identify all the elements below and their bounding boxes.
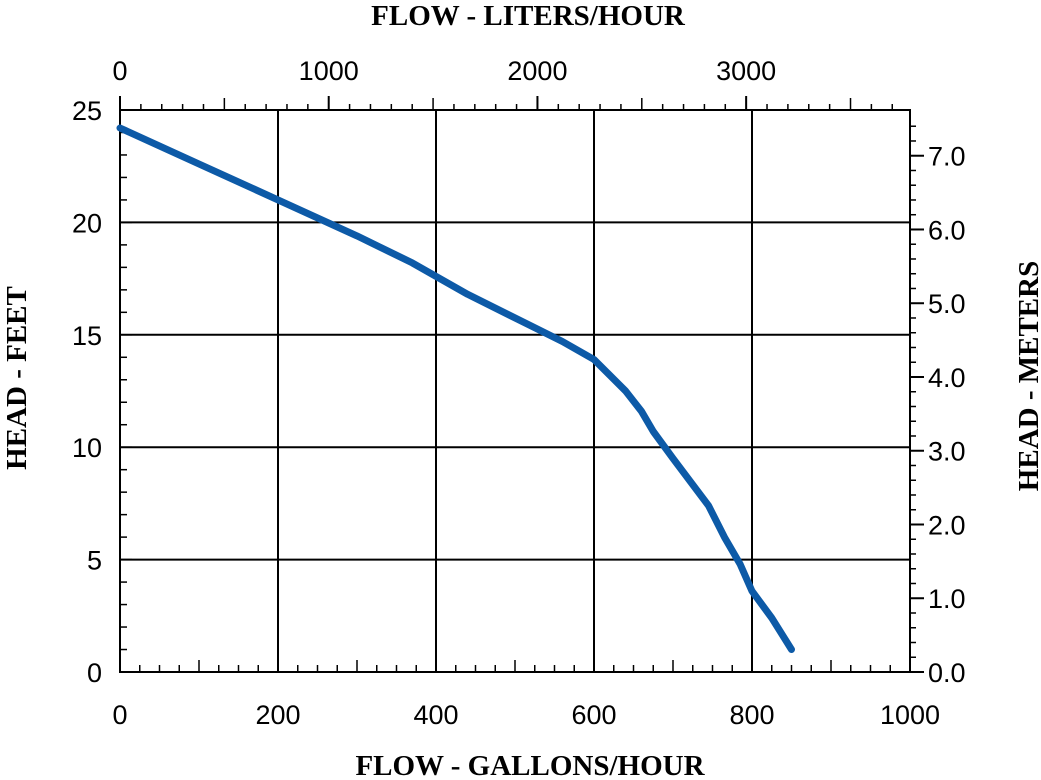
y2-tick-label: 2.0 bbox=[928, 510, 966, 540]
y2-tick-label: 5.0 bbox=[928, 289, 966, 319]
y2-tick-label: 4.0 bbox=[928, 363, 966, 393]
grid-lines bbox=[120, 110, 910, 672]
y2-tick-label: 1.0 bbox=[928, 584, 966, 614]
x2-tick-label: 0 bbox=[112, 56, 127, 86]
series-line bbox=[116, 124, 795, 653]
x-tick-label: 0 bbox=[112, 700, 127, 730]
y-tick-label: 25 bbox=[72, 96, 102, 126]
y2-tick-label: 3.0 bbox=[928, 437, 966, 467]
y2-tick-label: 0.0 bbox=[928, 658, 966, 688]
x-tick-label: 200 bbox=[255, 700, 300, 730]
y-tick-label: 15 bbox=[72, 321, 102, 351]
x-tick-label: 800 bbox=[729, 700, 774, 730]
x2-tick-label: 2000 bbox=[507, 56, 567, 86]
y2-tick-label: 6.0 bbox=[928, 215, 966, 245]
y-tick-label: 10 bbox=[72, 433, 102, 463]
x-tick-label: 1000 bbox=[880, 700, 940, 730]
x2-tick-label: 3000 bbox=[716, 56, 776, 86]
x-axis-title: FLOW - GALLONS/HOUR bbox=[355, 750, 705, 780]
y-tick-label: 5 bbox=[87, 546, 102, 576]
plot-frame bbox=[119, 109, 911, 673]
x2-axis-title: FLOW - LITERS/HOUR bbox=[371, 0, 686, 32]
x-tick-label: 400 bbox=[413, 700, 458, 730]
x-tick-label: 600 bbox=[571, 700, 616, 730]
y2-tick-label: 7.0 bbox=[928, 142, 966, 172]
y-tick-label: 0 bbox=[87, 658, 102, 688]
tick-labels: 0 200 400 600 800 1000 0 5 10 15 20 25 0 1000 2000 3000… bbox=[72, 56, 966, 730]
y-axis-title: HEAD - FEET bbox=[1, 286, 33, 470]
data-line bbox=[116, 124, 795, 653]
y-tick-label: 20 bbox=[72, 208, 102, 238]
x2-tick-label: 1000 bbox=[299, 56, 359, 86]
y2-axis-title: HEAD - METERS bbox=[1013, 261, 1041, 491]
